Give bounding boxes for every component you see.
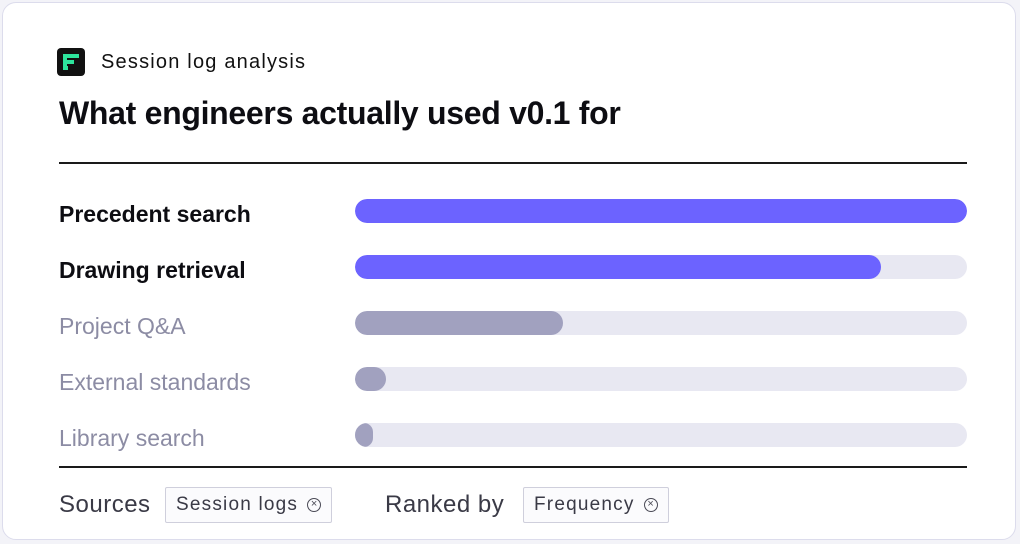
bar-track bbox=[355, 255, 967, 279]
bar-row: Drawing retrieval bbox=[59, 239, 967, 295]
top-divider bbox=[59, 162, 967, 164]
bar-label: Library search bbox=[59, 425, 205, 451]
bar-track bbox=[355, 367, 967, 391]
bar bbox=[355, 367, 386, 391]
bar-row: External standards bbox=[59, 351, 967, 407]
bar bbox=[355, 255, 881, 279]
chart-footer: Sources Session logs × Ranked by Frequen… bbox=[59, 487, 967, 525]
bar-rows: Precedent search Drawing retrieval Project… bbox=[59, 183, 967, 463]
bar bbox=[355, 423, 373, 447]
bar-label: Precedent search bbox=[59, 201, 251, 227]
logo-icon bbox=[57, 48, 85, 76]
bar-row: Project Q&A bbox=[59, 295, 967, 351]
sources-filter-chip[interactable]: Session logs × bbox=[165, 487, 333, 523]
close-circle-icon[interactable]: × bbox=[307, 498, 322, 512]
eyebrow-label: Session log analysis bbox=[101, 50, 307, 73]
bar-label: Drawing retrieval bbox=[59, 257, 246, 283]
sources-label: Sources bbox=[59, 491, 151, 518]
chart-title: What engineers actually used v0.1 for bbox=[59, 95, 621, 131]
ranked-chip-label: Frequency bbox=[534, 494, 635, 515]
ranked-by-label: Ranked by bbox=[385, 491, 505, 518]
close-circle-icon[interactable]: × bbox=[643, 498, 658, 512]
bar-label: Project Q&A bbox=[59, 313, 186, 339]
bar-label: External standards bbox=[59, 369, 251, 395]
sources-chip-label: Session logs bbox=[176, 494, 299, 515]
bar-row: Precedent search bbox=[59, 183, 967, 239]
bar bbox=[355, 199, 967, 223]
bar-track bbox=[355, 423, 967, 447]
header: Session log analysis bbox=[57, 47, 306, 77]
bar-track bbox=[355, 311, 967, 335]
ranked-by-filter-chip[interactable]: Frequency × bbox=[523, 487, 669, 523]
bottom-divider bbox=[59, 466, 967, 468]
bar-track bbox=[355, 199, 967, 223]
bar bbox=[355, 311, 563, 335]
bar-row: Library search bbox=[59, 407, 967, 463]
